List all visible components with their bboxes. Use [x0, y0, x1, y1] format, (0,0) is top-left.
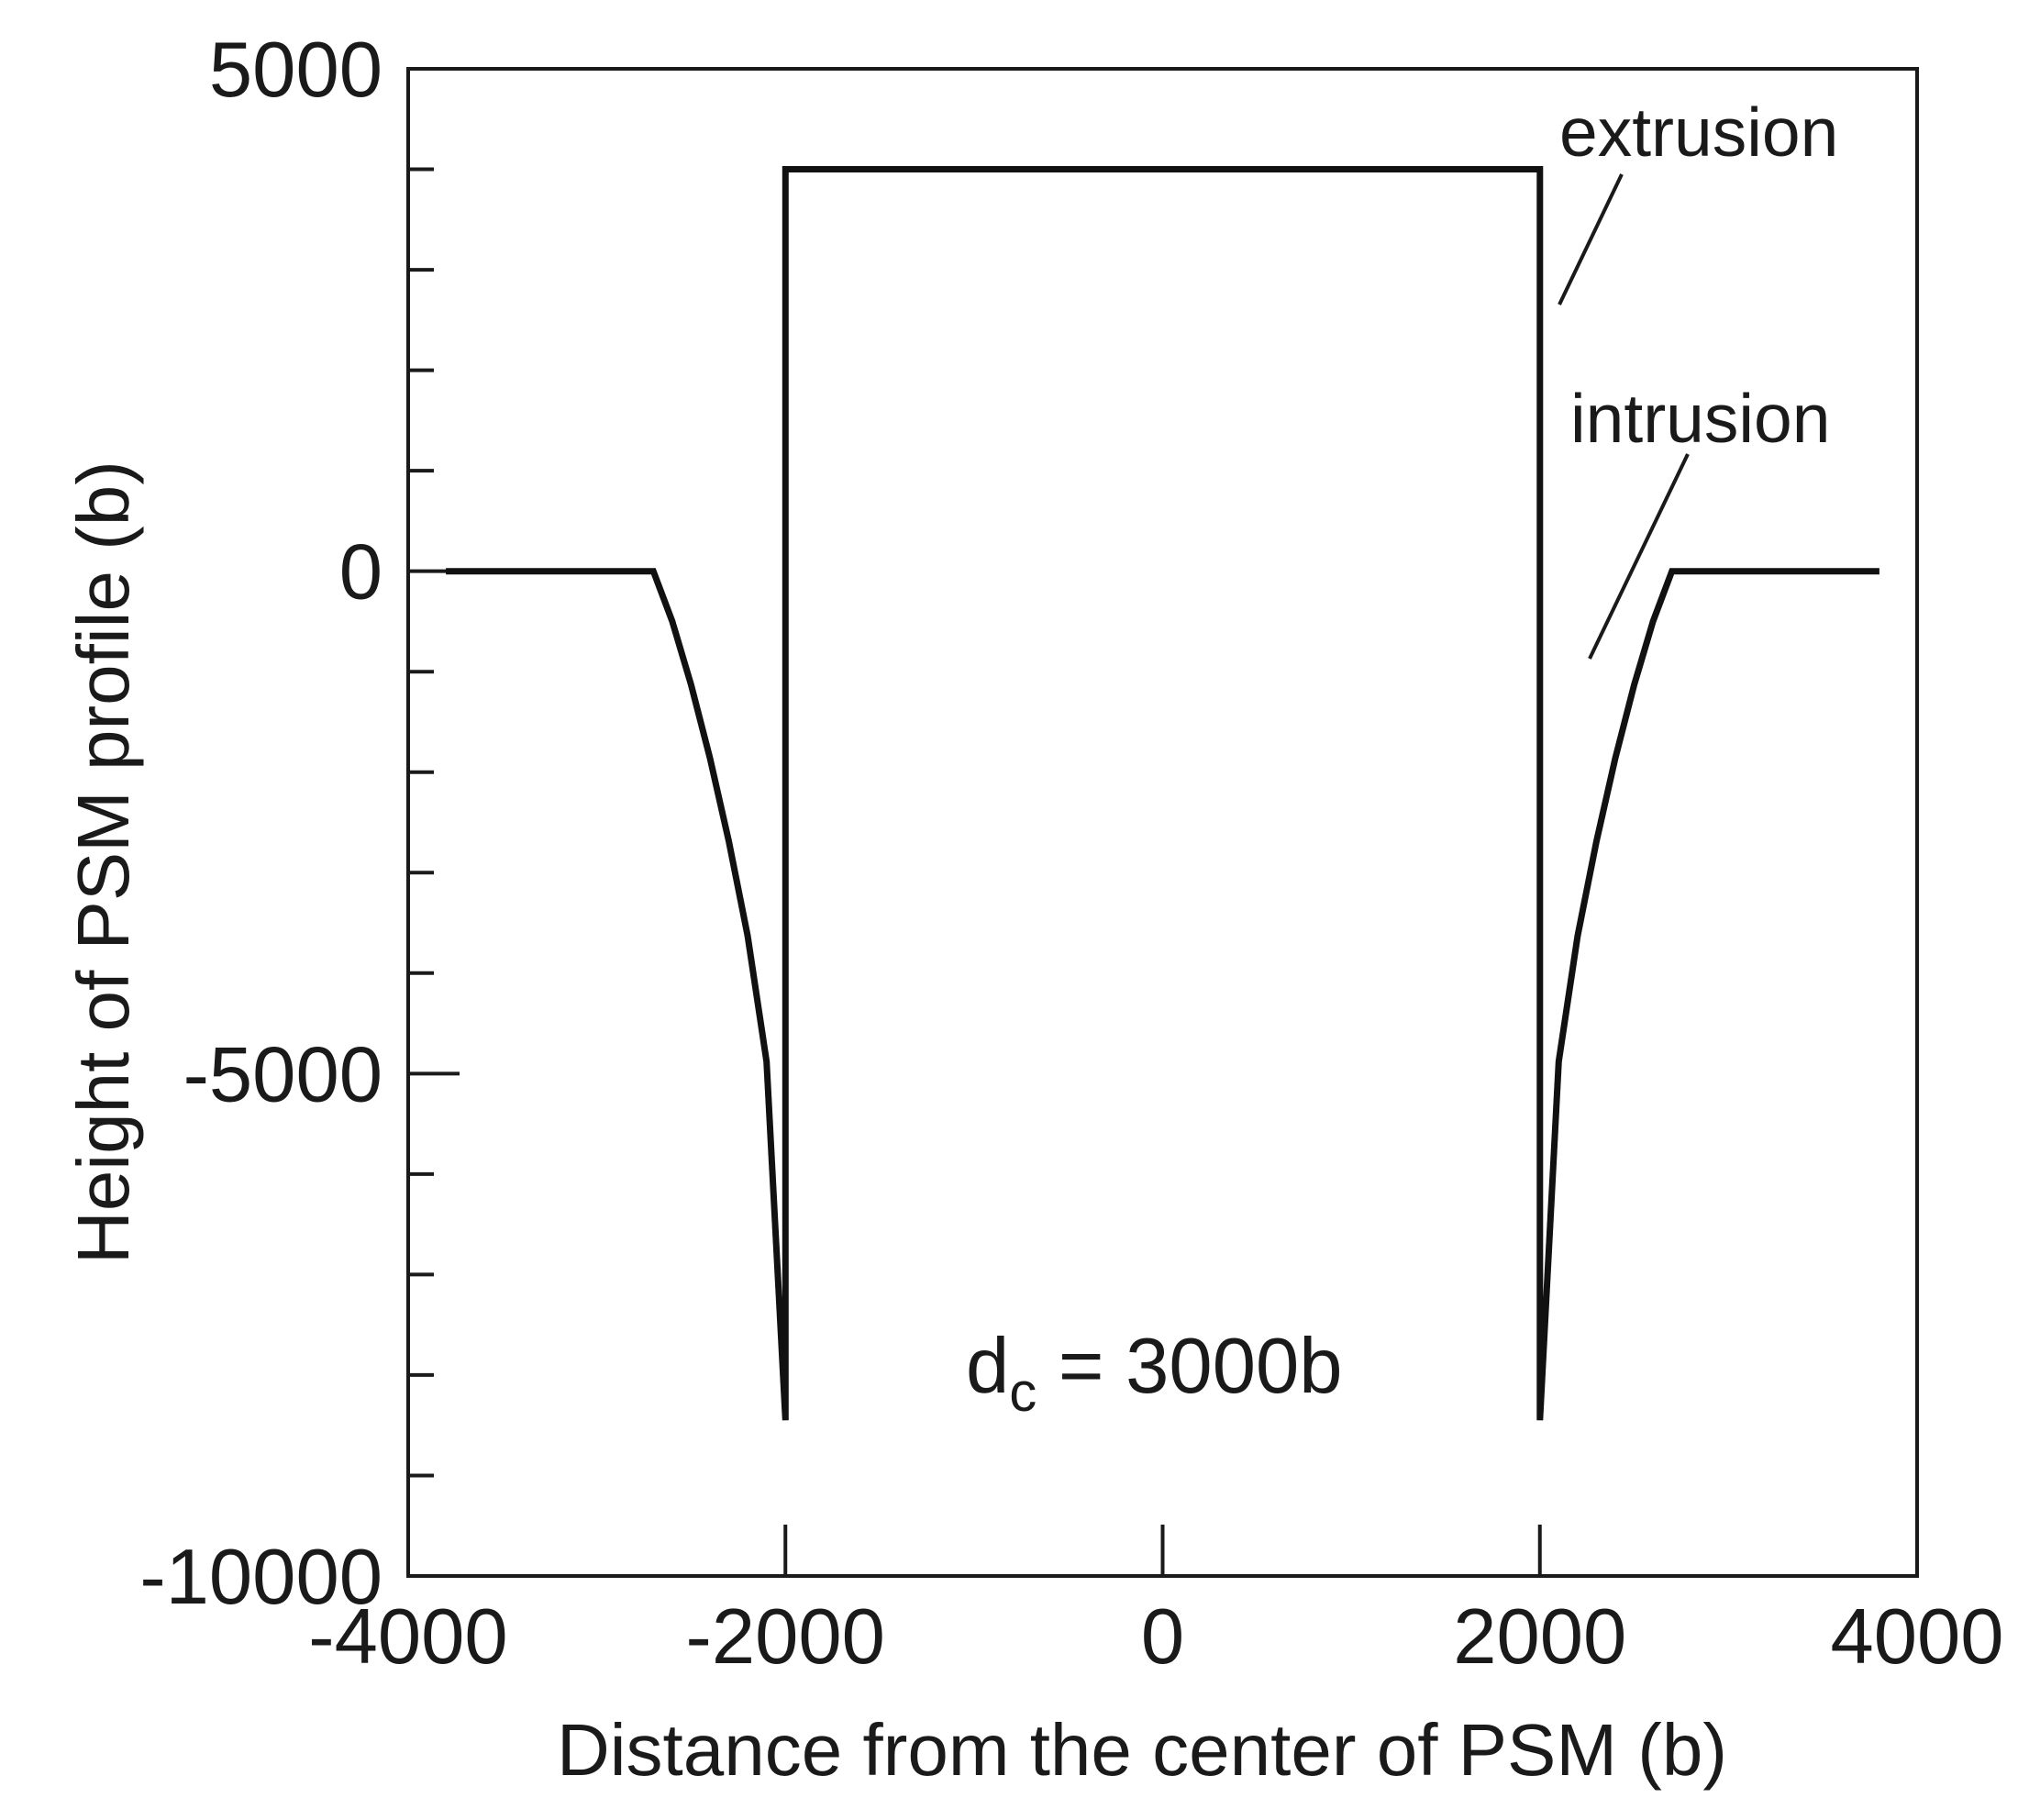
y-axis-title: Height of PSM profile (b) — [62, 461, 144, 1264]
x-tick-label: 2000 — [1453, 1593, 1626, 1681]
annotation-extrusion: extrusion — [1559, 94, 1838, 171]
x-axis-tick-labels: -4000 -2000 0 2000 4000 — [308, 1593, 2003, 1681]
dc-symbol: d — [966, 1323, 1009, 1410]
x-tick-label: 4000 — [1830, 1593, 2003, 1681]
dc-parameter-label: dc = 3000b — [966, 1323, 1343, 1423]
x-axis-ticks — [406, 1525, 1919, 1576]
profile-line — [446, 166, 1879, 1421]
extrusion-pointer — [1558, 173, 1624, 305]
y-tick-label: 5000 — [209, 27, 383, 114]
x-tick-label: -4000 — [308, 1593, 507, 1681]
annotation-intrusion: intrusion — [1570, 380, 1830, 457]
y-tick-label: 0 — [339, 529, 383, 616]
y-axis-ticks — [408, 67, 460, 1578]
y-tick-label: -5000 — [183, 1031, 383, 1118]
y-tick-label: -10000 — [139, 1534, 383, 1621]
x-axis-title: Distance from the center of PSM (b) — [557, 1709, 1727, 1791]
x-tick-label: -2000 — [686, 1593, 885, 1681]
x-tick-label: 0 — [1141, 1593, 1184, 1681]
dc-subscript: c — [1009, 1361, 1037, 1423]
y-axis-tick-labels: -10000 -5000 0 5000 — [139, 27, 383, 1621]
dc-value: = 3000b — [1037, 1323, 1342, 1410]
intrusion-pointer — [1588, 453, 1690, 660]
